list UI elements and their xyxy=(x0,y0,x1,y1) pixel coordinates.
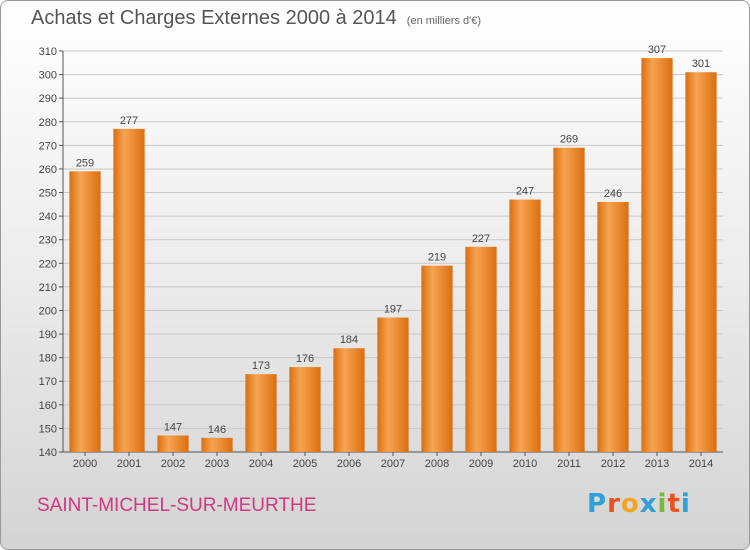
bar xyxy=(377,317,409,452)
bar xyxy=(465,246,497,452)
y-tick-label: 300 xyxy=(39,70,57,82)
bar-value-label: 197 xyxy=(384,304,402,316)
chart-title: Achats et Charges Externes 2000 à 2014 (e… xyxy=(31,7,481,30)
value-labels: 259 277 147 146 173 176 184 197 219 227 247 269 246 3… xyxy=(76,44,710,436)
y-tick-label: 150 xyxy=(39,423,57,435)
x-tick-label: 2010 xyxy=(513,458,537,470)
axes: 140 150 160 170 180 190 200 210 220 230 240 250 260 2… xyxy=(39,46,723,470)
x-tick-label: 2011 xyxy=(557,458,581,470)
y-tick-label: 220 xyxy=(39,258,57,270)
x-tick-label: 2000 xyxy=(73,458,97,470)
x-tick-label: 2013 xyxy=(645,458,669,470)
y-tick-label: 170 xyxy=(39,376,57,388)
bar xyxy=(289,367,321,452)
chart-unit-note: (en milliers d'€) xyxy=(406,15,482,27)
logo-letter: i xyxy=(680,489,691,519)
bar xyxy=(553,147,585,452)
x-tick-label: 2014 xyxy=(689,458,713,470)
x-tick-label: 2009 xyxy=(469,458,493,470)
commune-name: SAINT-MICHEL-SUR-MEURTHE xyxy=(37,495,317,516)
bar-value-label: 227 xyxy=(472,233,490,245)
bars xyxy=(69,58,717,453)
x-tick-label: 2001 xyxy=(117,458,141,470)
bar-value-label: 146 xyxy=(208,424,226,436)
x-tick-label: 2006 xyxy=(337,458,361,470)
bar xyxy=(157,435,189,452)
y-tick-label: 280 xyxy=(39,117,57,129)
y-tick-label: 260 xyxy=(39,164,57,176)
bar-value-label: 307 xyxy=(648,44,666,56)
y-tick-label: 270 xyxy=(39,140,57,152)
bar xyxy=(201,437,233,452)
bar-value-label: 247 xyxy=(516,186,534,198)
bar-value-label: 277 xyxy=(120,115,138,127)
y-tick-label: 140 xyxy=(39,447,57,459)
logo-letter: t xyxy=(667,489,681,519)
bar-value-label: 173 xyxy=(252,360,270,372)
bar-value-label: 301 xyxy=(692,58,710,70)
y-tick-label: 230 xyxy=(39,235,57,247)
bar xyxy=(113,128,145,452)
bar-value-label: 246 xyxy=(604,188,622,200)
bar xyxy=(597,201,629,452)
x-tick-label: 2007 xyxy=(381,458,405,470)
x-tick-label: 2002 xyxy=(161,458,185,470)
bar xyxy=(685,72,717,453)
bar xyxy=(641,58,673,452)
chart-title-text: Achats et Charges Externes 2000 à 2014 xyxy=(31,7,397,29)
y-tick-label: 310 xyxy=(39,46,57,58)
logo-letter: P xyxy=(587,489,608,519)
bar xyxy=(333,348,365,452)
bar xyxy=(245,374,277,452)
bar-value-label: 184 xyxy=(340,334,358,346)
y-tick-label: 290 xyxy=(39,93,57,105)
y-tick-label: 190 xyxy=(39,329,57,341)
logo-letter: x xyxy=(639,489,658,519)
x-tick-label: 2003 xyxy=(205,458,229,470)
bar-value-label: 219 xyxy=(428,252,446,264)
y-tick-label: 250 xyxy=(39,188,57,200)
proxiti-logo: Proxiti xyxy=(587,489,691,519)
bar-value-label: 176 xyxy=(296,353,314,365)
bar-value-label: 147 xyxy=(164,421,182,433)
logo-letter: o xyxy=(620,489,640,519)
y-tick-label: 240 xyxy=(39,211,57,223)
x-tick-label: 2004 xyxy=(249,458,273,470)
logo-letter: r xyxy=(607,489,621,519)
logo-letter: i xyxy=(657,489,668,519)
y-tick-label: 180 xyxy=(39,353,57,365)
bar xyxy=(421,265,453,452)
y-tick-label: 200 xyxy=(39,305,57,317)
bar-value-label: 259 xyxy=(76,157,94,169)
x-tick-label: 2005 xyxy=(293,458,317,470)
x-tick-label: 2012 xyxy=(601,458,625,470)
y-tick-label: 160 xyxy=(39,400,57,412)
y-tick-label: 210 xyxy=(39,282,57,294)
bar-value-label: 269 xyxy=(560,134,578,146)
x-tick-label: 2008 xyxy=(425,458,449,470)
bar xyxy=(69,171,101,453)
bar xyxy=(509,199,541,452)
